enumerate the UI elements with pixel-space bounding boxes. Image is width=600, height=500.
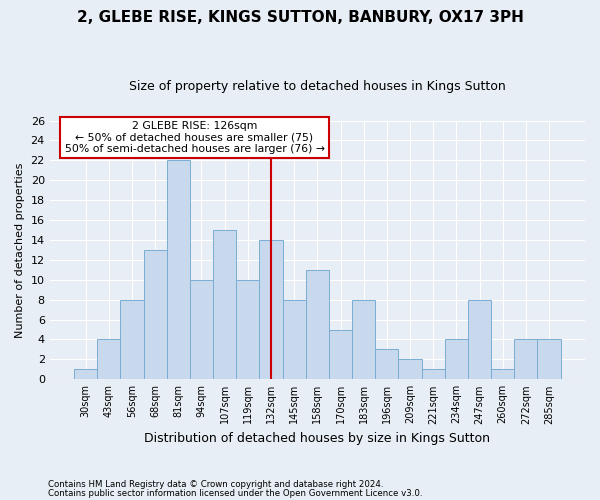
Bar <box>213 230 236 380</box>
Bar <box>190 280 213 380</box>
Bar <box>398 360 422 380</box>
Text: 2, GLEBE RISE, KINGS SUTTON, BANBURY, OX17 3PH: 2, GLEBE RISE, KINGS SUTTON, BANBURY, OX… <box>77 10 523 25</box>
Title: Size of property relative to detached houses in Kings Sutton: Size of property relative to detached ho… <box>129 80 506 93</box>
Bar <box>97 340 121 380</box>
Bar <box>167 160 190 380</box>
Bar <box>538 340 560 380</box>
Text: 2 GLEBE RISE: 126sqm
← 50% of detached houses are smaller (75)
50% of semi-detac: 2 GLEBE RISE: 126sqm ← 50% of detached h… <box>65 121 325 154</box>
Text: Contains public sector information licensed under the Open Government Licence v3: Contains public sector information licen… <box>48 488 422 498</box>
Bar <box>422 370 445 380</box>
Text: Contains HM Land Registry data © Crown copyright and database right 2024.: Contains HM Land Registry data © Crown c… <box>48 480 383 489</box>
Bar <box>445 340 468 380</box>
Bar <box>306 270 329 380</box>
Bar <box>143 250 167 380</box>
Bar <box>514 340 538 380</box>
Bar <box>259 240 283 380</box>
X-axis label: Distribution of detached houses by size in Kings Sutton: Distribution of detached houses by size … <box>145 432 490 445</box>
Bar <box>491 370 514 380</box>
Bar <box>468 300 491 380</box>
Bar <box>329 330 352 380</box>
Bar <box>375 350 398 380</box>
Bar <box>352 300 375 380</box>
Bar <box>283 300 306 380</box>
Bar <box>121 300 143 380</box>
Bar <box>74 370 97 380</box>
Bar <box>236 280 259 380</box>
Y-axis label: Number of detached properties: Number of detached properties <box>15 162 25 338</box>
